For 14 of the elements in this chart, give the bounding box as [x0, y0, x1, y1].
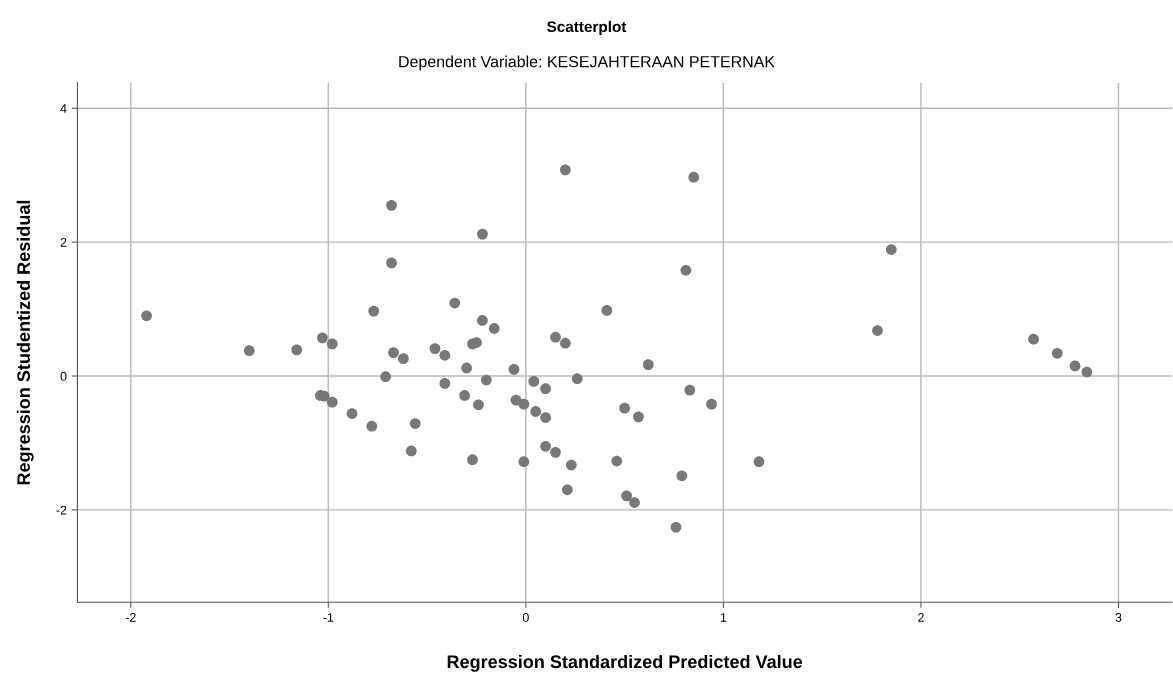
chart-subtitle: Dependent Variable: KESEJAHTERAAN PETERNAK: [399, 55, 775, 71]
y-tick-label: 4: [60, 104, 67, 113]
y-tick-label: -2: [56, 505, 67, 515]
y-tick-label: 2: [60, 237, 67, 247]
x-tick-label: 2: [918, 613, 924, 622]
chart-title: Scatterplot: [547, 20, 627, 36]
x-axis-title: Regression Standardized Predicted Value: [447, 654, 803, 672]
x-tick-label: -1: [323, 613, 334, 622]
x-tick-label: 1: [720, 613, 727, 622]
x-tick-label: -2: [125, 613, 136, 622]
x-tick-label: 3: [1115, 613, 1122, 622]
y-tick-label: 0: [60, 371, 67, 381]
y-axis-title: Regression Studentized Residual: [16, 200, 34, 485]
x-tick-label: 0: [522, 613, 529, 622]
